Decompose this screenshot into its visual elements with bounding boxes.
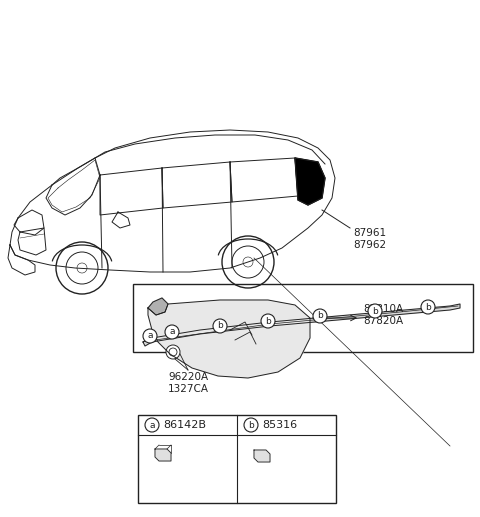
Circle shape	[166, 345, 180, 359]
Text: a: a	[147, 331, 153, 341]
Polygon shape	[8, 245, 35, 275]
Polygon shape	[254, 450, 270, 462]
Text: b: b	[217, 322, 223, 330]
Circle shape	[165, 325, 179, 339]
Circle shape	[145, 418, 159, 432]
Text: 85316: 85316	[262, 420, 297, 430]
Text: b: b	[425, 302, 431, 312]
Text: 96220A
1327CA: 96220A 1327CA	[168, 372, 209, 394]
Polygon shape	[143, 304, 460, 346]
Circle shape	[421, 300, 435, 314]
Polygon shape	[148, 298, 168, 315]
Circle shape	[313, 309, 327, 323]
Circle shape	[368, 304, 382, 318]
Circle shape	[244, 418, 258, 432]
Text: 87961
87962: 87961 87962	[353, 228, 386, 250]
Circle shape	[213, 319, 227, 333]
Polygon shape	[155, 449, 171, 461]
Text: a: a	[169, 327, 175, 337]
Text: 87810A
87820A: 87810A 87820A	[363, 304, 403, 326]
Text: 86142B: 86142B	[163, 420, 206, 430]
Text: a: a	[149, 420, 155, 430]
Polygon shape	[112, 212, 130, 228]
Bar	[133, 284, 473, 352]
Polygon shape	[148, 300, 310, 378]
Text: b: b	[372, 307, 378, 315]
Text: b: b	[265, 316, 271, 326]
Circle shape	[261, 314, 275, 328]
Polygon shape	[295, 158, 325, 205]
Polygon shape	[14, 210, 44, 235]
Text: b: b	[317, 312, 323, 321]
Text: b: b	[248, 420, 254, 430]
Bar	[138, 415, 336, 503]
Circle shape	[143, 329, 157, 343]
